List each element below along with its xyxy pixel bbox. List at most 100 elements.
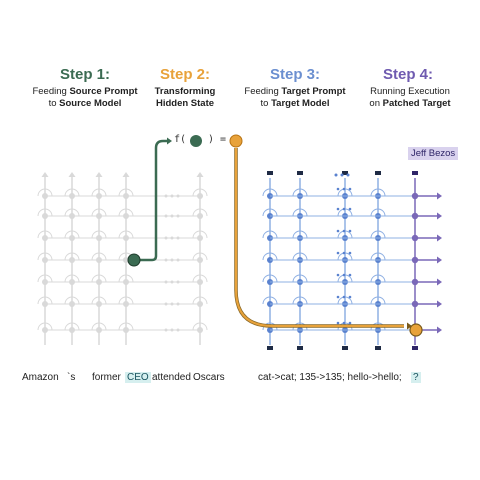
source-ellipsis-dot xyxy=(170,214,174,218)
source-ellipsis-dot xyxy=(176,302,180,306)
target-attention-arc xyxy=(370,188,386,197)
target-attention-arc xyxy=(262,230,278,239)
source-attention-arc xyxy=(118,296,134,305)
target-attention-arc xyxy=(262,188,278,197)
target-attention-arc xyxy=(370,208,386,217)
source-token-6: Oscars xyxy=(193,372,225,383)
source-ellipsis-dot xyxy=(176,236,180,240)
target-attention-arc xyxy=(292,322,308,331)
source-attention-arc xyxy=(64,208,80,217)
target-top-ellipsis-dot xyxy=(334,173,338,177)
step-3-description: Feeding Target Prompt to Target Model xyxy=(244,86,346,109)
source-to-function-arrow-head xyxy=(167,137,172,145)
output-row-arrow-head xyxy=(437,212,442,220)
target-top-ellipsis-dot xyxy=(340,173,344,177)
source-ellipsis-dot xyxy=(170,328,174,332)
target-top-ellipsis-dot xyxy=(346,173,350,177)
step-1-description: Feeding Source Prompt to Source Model xyxy=(32,86,138,109)
source-attention-arc xyxy=(37,208,53,217)
source-attention-arc xyxy=(91,274,107,283)
patch-arrow-head xyxy=(407,322,412,330)
output-row-arrow-head xyxy=(437,278,442,286)
target-ellipsis-dot xyxy=(342,229,346,233)
target-attention-arc xyxy=(292,230,308,239)
output-column-cap xyxy=(412,171,418,175)
target-attention-arc xyxy=(262,322,278,331)
source-ellipsis-dot xyxy=(170,236,174,240)
source-column-arrow xyxy=(95,172,103,177)
source-attention-arc xyxy=(91,322,107,331)
source-column-arrow xyxy=(196,172,204,177)
step-1-title: Step 1: xyxy=(59,66,110,83)
source-attention-arc xyxy=(64,230,80,239)
source-ellipsis-dot xyxy=(170,280,174,284)
target-ellipsis-dot xyxy=(342,295,346,299)
source-ellipsis-dot xyxy=(176,258,180,262)
output-row-arrow-head xyxy=(437,192,442,200)
source-token-1: Amazon xyxy=(22,372,59,383)
target-attention-arc xyxy=(370,252,386,261)
target-ellipsis-dot xyxy=(336,187,340,191)
target-ellipsis-dot xyxy=(348,187,352,191)
output-row-arrow-head xyxy=(437,326,442,334)
target-ellipsis-dot xyxy=(336,251,340,255)
source-attention-arc xyxy=(64,188,80,197)
source-attention-arc xyxy=(192,188,208,197)
target-ellipsis-dot xyxy=(342,321,346,325)
output-row-arrow-head xyxy=(437,256,442,264)
source-ellipsis-dot xyxy=(164,302,168,306)
target-attention-arc xyxy=(370,274,386,283)
source-attention-arc xyxy=(192,252,208,261)
source-attention-arc xyxy=(91,230,107,239)
source-attention-arc xyxy=(118,322,134,331)
source-attention-arc xyxy=(118,188,134,197)
source-attention-arc xyxy=(91,252,107,261)
source-attention-arc xyxy=(37,188,53,197)
source-ellipsis-dot xyxy=(164,236,168,240)
target-ellipsis-dot xyxy=(348,321,352,325)
step-2-title: Step 2: xyxy=(159,66,210,83)
target-attention-arc xyxy=(370,322,386,331)
target-column-base xyxy=(267,346,273,350)
target-ellipsis-dot xyxy=(348,295,352,299)
source-attention-arc xyxy=(37,252,53,261)
output-row-arrow-head xyxy=(437,300,442,308)
step-2-description: Transforming Hidden State xyxy=(154,86,216,109)
source-attention-arc xyxy=(192,208,208,217)
source-attention-arc xyxy=(64,252,80,261)
source-attention-arc xyxy=(192,274,208,283)
source-ellipsis-dot xyxy=(164,328,168,332)
source-attention-arc xyxy=(192,296,208,305)
source-attention-arc xyxy=(64,296,80,305)
target-attention-arc xyxy=(262,252,278,261)
target-column-cap xyxy=(297,171,303,175)
source-attention-arc xyxy=(37,296,53,305)
source-attention-arc xyxy=(192,230,208,239)
output-answer-badge: Jeff Bezos xyxy=(408,147,459,160)
target-ellipsis-dot xyxy=(342,207,346,211)
source-ellipsis-dot xyxy=(176,194,180,198)
target-attention-arc xyxy=(370,230,386,239)
target-attention-arc xyxy=(370,296,386,305)
source-attention-arc xyxy=(37,322,53,331)
source-attention-arc xyxy=(91,296,107,305)
source-column-arrow xyxy=(41,172,49,177)
target-attention-arc xyxy=(292,296,308,305)
target-attention-arc xyxy=(262,274,278,283)
output-column-base xyxy=(412,346,418,350)
source-attention-arc xyxy=(118,230,134,239)
source-ellipsis-dot xyxy=(176,214,180,218)
target-prompt-text: cat->cat; 135->135; hello->hello; xyxy=(258,372,402,383)
target-ellipsis-dot xyxy=(342,251,346,255)
function-label-prefix: f( xyxy=(174,134,187,145)
source-ellipsis-dot xyxy=(176,328,180,332)
source-column-arrow xyxy=(122,172,130,177)
source-attention-arc xyxy=(37,274,53,283)
source-column-arrow xyxy=(68,172,76,177)
target-ellipsis-dot xyxy=(336,295,340,299)
source-token-highlighted: CEO xyxy=(125,372,151,383)
target-ellipsis-dot xyxy=(336,321,340,325)
step-3-title: Step 3: xyxy=(269,66,320,83)
